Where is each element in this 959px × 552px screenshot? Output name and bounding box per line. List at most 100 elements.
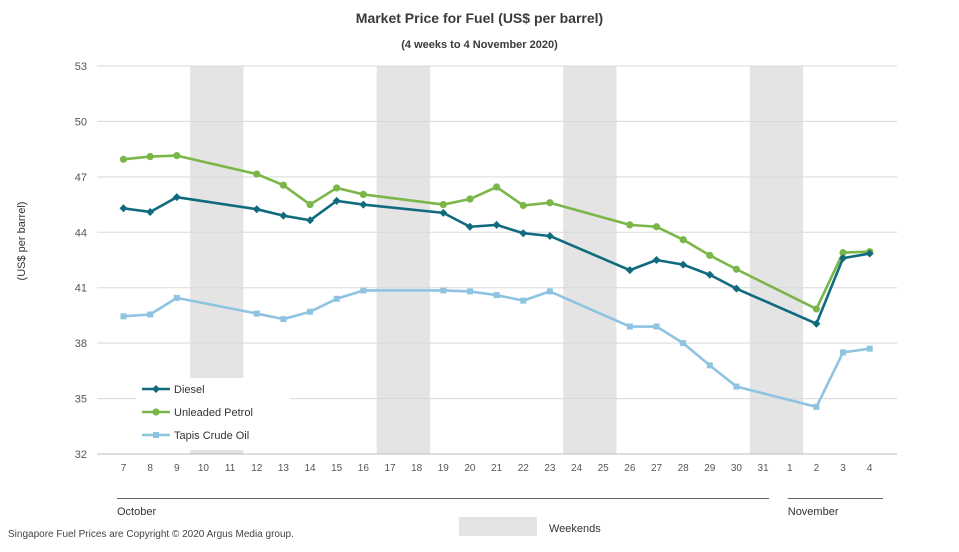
x-tick-label: 2 [814,463,820,474]
weekend-band [749,66,804,454]
x-tick-label: 14 [304,463,316,474]
x-tick-label: 10 [198,463,210,474]
data-point [679,236,687,244]
data-point [626,323,633,330]
data-point [706,251,714,259]
data-point [812,305,821,313]
data-point [253,170,261,178]
data-point [466,195,474,203]
legend-label: Unleaded Petrol [174,407,253,419]
data-point [252,205,261,214]
x-tick-label: 15 [331,463,343,474]
data-point [146,152,154,161]
data-point [813,403,820,410]
month-label: November [788,506,839,518]
x-tick-label: 21 [491,463,503,474]
data-point [153,432,159,438]
data-point [332,196,341,205]
data-point [360,287,367,294]
x-tick-label: 26 [624,463,636,474]
x-tick-label: 22 [518,463,530,474]
x-tick-label: 27 [651,463,663,474]
data-point [545,231,554,240]
data-point [172,193,181,202]
x-tick-label: 4 [867,463,873,474]
x-tick-label: 8 [147,463,153,474]
data-point [120,313,127,320]
data-point [119,155,128,163]
data-point [307,308,314,315]
data-point [466,288,473,295]
y-tick-label: 50 [75,116,87,128]
x-tick-label: 20 [464,463,476,474]
x-tick-label: 25 [598,463,610,474]
data-point [146,207,155,216]
legend-label: Tapis Crude Oil [174,430,249,442]
data-point [147,311,154,318]
data-point [359,190,367,199]
data-point [359,200,368,209]
data-point [333,184,341,192]
data-point [680,340,687,347]
data-point [520,297,527,304]
data-point [652,223,661,231]
x-tick-label: 7 [121,463,127,474]
data-point [839,254,848,263]
data-point [439,200,447,209]
data-point [812,319,821,328]
x-tick-label: 9 [174,463,180,474]
x-tick-label: 16 [358,463,370,474]
weekend-band [376,66,430,454]
y-tick-label: 53 [75,61,87,73]
y-tick-label: 38 [75,338,87,350]
data-point [840,349,847,356]
data-point [279,181,287,189]
data-point [865,249,874,258]
x-tick-label: 24 [571,463,583,474]
x-tick-label: 1 [787,463,793,474]
data-point [546,288,553,295]
x-tick-label: 11 [225,463,236,474]
data-point [306,216,315,225]
data-point [306,200,314,209]
data-point [173,294,180,301]
data-point [546,199,554,207]
data-point [732,284,741,293]
weekends-legend-label: Weekends [549,523,601,535]
y-tick-label: 47 [75,172,87,184]
data-point [439,208,448,217]
data-point [493,292,500,299]
y-tick-label: 32 [75,449,87,461]
data-point [732,265,741,273]
y-tick-label: 41 [75,283,87,295]
data-point [173,152,181,160]
y-tick-label: 44 [75,227,87,239]
data-point [279,211,288,220]
data-point [152,385,160,393]
x-tick-label: 28 [678,463,690,474]
chart-subtitle: (4 weeks to 4 November 2020) [401,39,558,51]
data-point [625,266,634,275]
data-point [519,229,528,238]
month-label: October [117,506,156,518]
data-point [253,310,260,317]
data-point [152,408,160,416]
data-point [493,183,501,191]
x-tick-label: 3 [840,463,846,474]
x-tick-label: 12 [251,463,263,474]
data-point [652,256,661,264]
data-point [626,221,634,229]
data-point [705,270,714,279]
chart-title: Market Price for Fuel (US$ per barrel) [355,10,604,26]
data-point [839,249,847,257]
data-point [465,222,474,231]
x-tick-label: 31 [758,463,770,474]
x-tick-label: 13 [278,463,290,474]
legend-label: Diesel [174,384,205,396]
x-tick-label: 17 [384,463,396,474]
data-point [653,323,660,330]
y-tick-label: 35 [75,394,87,406]
data-point [492,220,501,229]
data-point [679,260,688,269]
